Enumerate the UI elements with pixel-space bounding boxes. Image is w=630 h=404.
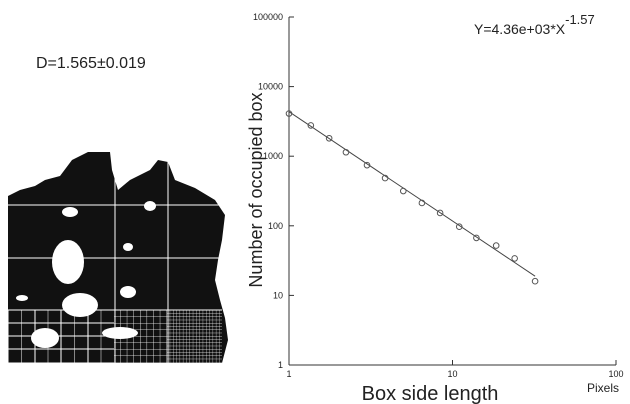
fit-exponent: -1.57 [565,12,595,27]
page: {"annotation": "D=1.565±0.019", "chart_d… [0,0,630,404]
y-tick-label: 100000 [253,12,283,22]
data-point [512,256,518,262]
y-tick-label: 1 [278,360,283,370]
data-point [493,243,499,249]
plot: 1 10 100 1000 10000 100000 1 10 100 [253,12,624,379]
data-point [532,278,538,284]
y-tick-label: 1000 [263,151,283,161]
y-tick-label: 10000 [258,82,283,92]
y-tick-label: 100 [268,221,283,231]
x-tick-label: 1 [286,369,291,379]
dimension-annotation: D=1.565±0.019 [36,55,146,72]
box-counting-image [8,152,228,363]
fit-line [289,112,535,276]
x-unit-label: Pixels [587,381,619,395]
fit-coefficient: 4.36e+03 [492,21,551,37]
fit-equation: Y=4.36e+03*X-1.57 [474,12,595,37]
x-tick-label: 10 [447,369,457,379]
y-tick-label: 10 [273,290,283,300]
fit-operator: *X [550,21,565,37]
x-axis-label: Box side length [362,383,499,404]
y-axis-label: Number of occupied box [246,92,266,287]
x-tick-label: 100 [608,369,623,379]
data-point [400,188,406,194]
figure: D=1.565±0.019 Number of occupied box Box… [0,0,630,404]
fit-prefix: Y= [474,21,492,37]
